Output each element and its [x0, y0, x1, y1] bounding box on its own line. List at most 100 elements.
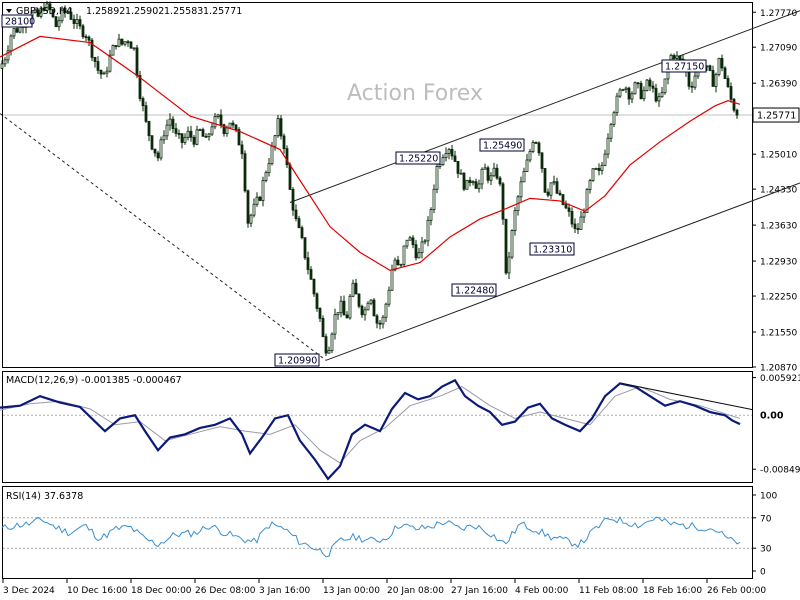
bull-candle	[531, 141, 535, 152]
bull-candle	[210, 126, 214, 135]
bull-candle	[195, 129, 199, 145]
ohlc-low: 1.25583	[164, 6, 203, 17]
bear-candle	[501, 183, 505, 220]
bull-candle	[255, 196, 259, 205]
bear-candle	[171, 118, 175, 130]
bull-candle	[459, 172, 463, 175]
bull-candle	[609, 123, 613, 139]
x-tick-label: 18 Dec 00:00	[131, 586, 192, 596]
bull-candle	[3, 59, 7, 65]
bull-candle	[333, 314, 337, 335]
bear-candle	[573, 223, 577, 229]
rsi-panel-frame	[2, 486, 753, 579]
bull-candle	[117, 38, 121, 47]
price-marker-box	[479, 138, 525, 152]
bear-candle	[561, 194, 565, 205]
bull-candle	[528, 151, 532, 161]
bear-candle	[687, 71, 691, 87]
bull-candle	[111, 45, 115, 56]
bear-candle	[537, 142, 541, 154]
bear-candle	[735, 109, 739, 116]
bear-candle	[189, 130, 193, 138]
bull-candle	[513, 210, 517, 231]
macd-tick-label: 0.005921	[760, 374, 800, 384]
macd-last-badge	[753, 408, 799, 423]
bear-candle	[180, 133, 184, 143]
bull-candle	[717, 57, 721, 75]
x-tick-label: 3 Jan 16:00	[259, 586, 311, 596]
bull-candle	[273, 135, 277, 147]
bull-candle	[75, 19, 79, 24]
bear-candle	[69, 11, 73, 20]
bull-candle	[60, 7, 64, 22]
bear-candle	[375, 315, 379, 324]
bear-candle	[453, 155, 457, 162]
bear-candle	[495, 167, 499, 179]
bear-candle	[156, 152, 160, 159]
bear-candle	[144, 105, 148, 122]
x-tick-label: 4 Feb 00:00	[515, 586, 569, 596]
bear-candle	[411, 237, 415, 246]
bear-candle	[723, 67, 727, 79]
rsi-tick-label: 0	[760, 568, 766, 578]
bear-candle	[543, 168, 547, 193]
bull-candle	[207, 133, 211, 138]
bear-candle	[474, 181, 478, 189]
bear-candle	[450, 148, 454, 157]
bear-candle	[204, 135, 208, 138]
bull-candle	[483, 167, 487, 170]
bull-candle	[624, 87, 628, 90]
price-marker-label: 1.22480	[455, 286, 494, 297]
bear-candle	[357, 293, 361, 307]
bull-candle	[420, 241, 424, 254]
symbol-dropdown-icon[interactable]	[6, 9, 12, 13]
bull-candle	[102, 72, 106, 75]
bull-candle	[249, 214, 253, 224]
bull-candle	[429, 209, 433, 221]
bull-candle	[675, 55, 679, 59]
x-tick-label: 11 Feb 08:00	[579, 586, 638, 596]
price-marker-label: 1.25220	[399, 154, 438, 165]
bear-candle	[120, 38, 124, 45]
bull-candle	[522, 171, 526, 183]
bear-candle	[654, 87, 658, 102]
bear-candle	[309, 269, 313, 280]
bear-candle	[534, 141, 538, 144]
price-marker-box	[274, 353, 320, 367]
bear-candle	[285, 148, 289, 166]
price-marker-box	[661, 59, 707, 73]
bull-candle	[351, 282, 355, 297]
bear-candle	[126, 41, 130, 44]
bear-candle	[129, 41, 133, 49]
bear-candle	[288, 164, 292, 190]
bear-candle	[87, 36, 91, 41]
bear-candle	[345, 314, 349, 319]
bull-candle	[123, 41, 127, 45]
bear-candle	[258, 196, 262, 201]
channel-trendline	[325, 182, 800, 361]
bear-candle	[486, 167, 490, 181]
price-tick-label: 1.26390	[760, 80, 797, 90]
bull-candle	[444, 153, 448, 158]
bear-candle	[456, 161, 460, 174]
bear-candle	[93, 57, 97, 62]
bull-candle	[264, 172, 268, 181]
dashed-trendline	[0, 113, 327, 361]
bull-candle	[165, 124, 169, 137]
bull-candle	[57, 20, 61, 28]
ohlc-high: 1.25902	[125, 6, 164, 17]
price-marker-label: 1.23310	[533, 245, 572, 256]
bull-candle	[213, 116, 217, 128]
bear-candle	[732, 98, 736, 111]
bear-candle	[237, 129, 241, 146]
bull-candle	[615, 95, 619, 114]
bear-candle	[54, 16, 58, 28]
last-price-value: 1.25771	[757, 111, 796, 122]
x-tick-label: 18 Feb 16:00	[643, 586, 702, 596]
x-tick-label: 3 Dec 2024	[3, 586, 55, 596]
bull-candle	[417, 252, 421, 259]
bear-candle	[51, 9, 55, 18]
macd-signal-line	[0, 386, 741, 464]
bear-candle	[150, 135, 154, 150]
